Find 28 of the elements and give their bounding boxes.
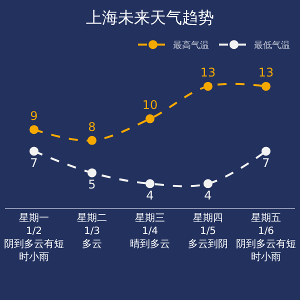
data-label: 4 [204, 188, 212, 202]
point [262, 82, 270, 91]
legend-label: 最高气温 [173, 40, 209, 52]
point [30, 125, 38, 134]
point [30, 146, 38, 156]
data-label: 10 [142, 98, 158, 112]
point [204, 82, 212, 91]
data-label: 9 [30, 108, 38, 123]
point [88, 136, 96, 145]
point [262, 146, 270, 156]
data-label: 4 [146, 188, 154, 202]
chart-title: 上海未来天气趋势 [86, 8, 214, 28]
point [146, 114, 154, 124]
data-label: 7 [30, 156, 38, 170]
point [204, 179, 212, 188]
x-tick-label: 星期二 1/3 多云 [77, 212, 107, 250]
data-label: 13 [200, 66, 216, 80]
x-tick-label: 星期五 1/6 阴到多云有短时小雨 [236, 212, 296, 263]
point [146, 179, 154, 188]
x-tick-label: 星期一 1/2 阴到多云有短时小雨 [4, 212, 64, 263]
data-label: 7 [262, 156, 270, 170]
data-label: 8 [88, 120, 96, 134]
data-label: 5 [88, 177, 96, 192]
x-tick-label: 星期三 1/4 晴到多云 [130, 212, 170, 250]
x-tick-label: 星期四 1/5 多云到阴 [188, 212, 228, 250]
point [88, 168, 96, 178]
data-label: 13 [258, 66, 274, 80]
legend-label: 最低气温 [254, 40, 290, 52]
